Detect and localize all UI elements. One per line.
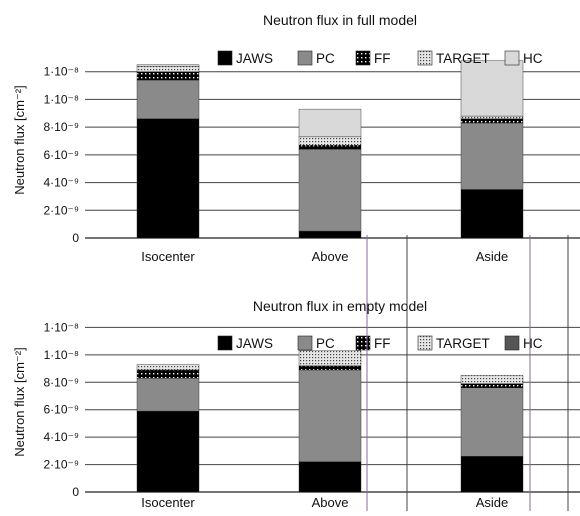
bar-segment	[298, 365, 362, 371]
bar-segment	[298, 230, 362, 239]
bar-segment	[298, 144, 362, 150]
y-tick-label: 6·10⁻⁹	[44, 148, 80, 162]
x-tick-label: Aside	[476, 495, 509, 510]
bar-segment	[298, 108, 362, 138]
y-tick-label: 2·10⁻⁹	[44, 203, 80, 217]
chart-panel-full-model: 0 2·10⁻⁹ 4·10⁻⁹ 6·10⁻⁹ 8·10⁻⁹ 1·10⁻⁸ 1·10⁻⁸ Neu…	[12, 12, 580, 264]
y-tick-label: 6·10⁻⁹	[44, 403, 80, 417]
y-tick-label: 0	[72, 485, 79, 499]
bar-segment	[298, 350, 362, 367]
legend-swatch	[355, 335, 371, 351]
y-tick-label: 1·10⁻⁸	[44, 348, 79, 362]
y-axis-label: Neutron flux [cm⁻²]	[12, 85, 27, 194]
legend-label: HC	[523, 336, 543, 351]
legend-swatch	[297, 50, 313, 66]
legend-swatch	[417, 50, 433, 66]
bar-segment	[136, 118, 200, 239]
bar-segment	[298, 136, 362, 146]
bar-segment	[460, 387, 524, 457]
y-tick-label: 8·10⁻⁹	[44, 120, 80, 134]
y-tick-label: 1·10⁻⁸	[44, 320, 79, 334]
legend-label: TARGET	[436, 51, 490, 66]
bar-segment	[460, 456, 524, 493]
bar-segment	[136, 71, 200, 81]
bar-segment	[298, 461, 362, 493]
y-tick-label: 4·10⁻⁹	[44, 176, 80, 190]
legend-label: TARGET	[436, 336, 490, 351]
legend-swatch	[504, 335, 520, 351]
y-tick-label: 1·10⁻⁸	[44, 65, 79, 79]
bar-segment	[298, 149, 362, 232]
x-tick-label: Above	[312, 249, 349, 264]
legend-swatch	[504, 50, 520, 66]
chart-title: Neutron flux in full model	[263, 12, 417, 28]
legend-swatch	[417, 335, 433, 351]
bar-segment	[136, 377, 200, 412]
bar-segment	[136, 64, 200, 67]
x-tick-label: Above	[312, 495, 349, 510]
legend-swatch	[297, 335, 313, 351]
chart-panel-empty-model: 0 2·10⁻⁹ 4·10⁻⁹ 6·10⁻⁹ 8·10⁻⁹ 1·10⁻⁸ 1·10⁻⁸ Neu…	[12, 298, 580, 510]
legend-label: JAWS	[236, 51, 273, 66]
legend-swatch	[217, 335, 233, 351]
legend-swatch	[355, 50, 371, 66]
y-tick-label: 1·10⁻⁸	[44, 92, 79, 106]
bar-segment	[460, 189, 524, 239]
bar-segment	[460, 115, 524, 120]
bar-segment	[136, 410, 200, 493]
bar-segment	[460, 118, 524, 124]
bar-segment	[460, 383, 524, 388]
legend-label: FF	[374, 336, 391, 351]
bar-segment	[136, 364, 200, 371]
x-tick-label: Isocenter	[141, 495, 195, 510]
chart-title: Neutron flux in empty model	[253, 298, 427, 314]
bar-segment	[460, 375, 524, 384]
bar-segment	[298, 369, 362, 463]
legend-swatch	[217, 50, 233, 66]
bar-segment	[460, 122, 524, 190]
legend-label: PC	[316, 336, 335, 351]
y-tick-label: 8·10⁻⁹	[44, 375, 80, 389]
bar-segment	[136, 79, 200, 120]
y-tick-label: 4·10⁻⁹	[44, 430, 80, 444]
legend-label: JAWS	[236, 336, 273, 351]
y-axis-label: Neutron flux [cm⁻²]	[12, 347, 27, 456]
y-tick-label: 2·10⁻⁹	[44, 458, 80, 472]
y-tick-label: 0	[72, 231, 79, 245]
x-tick-label: Isocenter	[141, 249, 195, 264]
bar-segment	[136, 369, 200, 379]
bar-segment	[460, 60, 524, 117]
bar-segment	[136, 65, 200, 72]
legend-label: FF	[374, 51, 391, 66]
x-tick-label: Aside	[476, 249, 509, 264]
legend-label: HC	[523, 51, 543, 66]
legend-label: PC	[316, 51, 335, 66]
